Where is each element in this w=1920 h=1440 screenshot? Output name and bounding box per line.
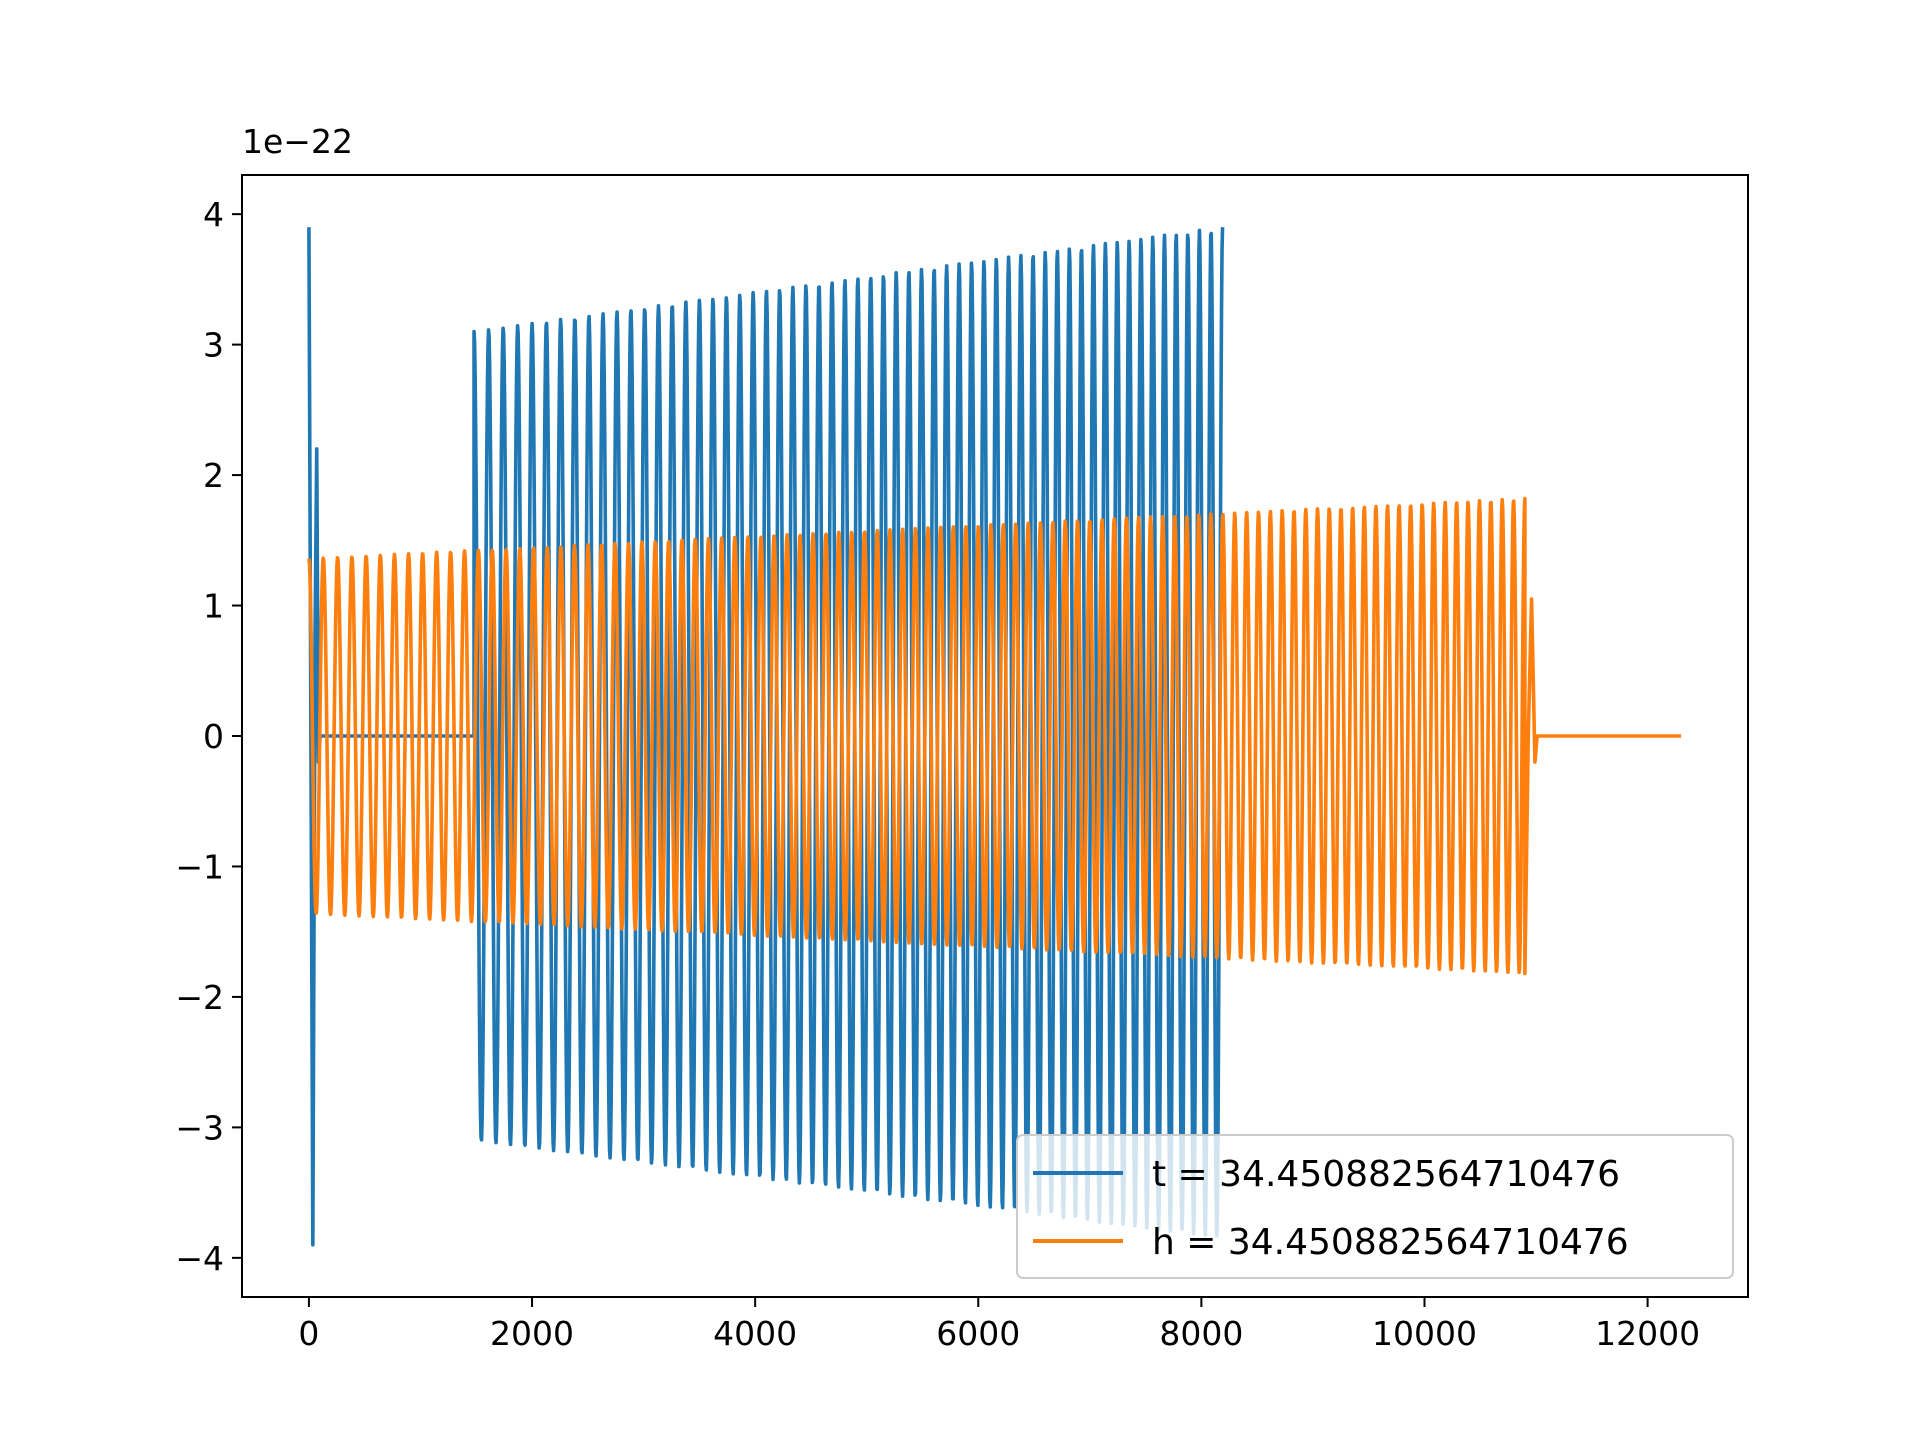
y-tick-label: −3 [175,1108,224,1147]
x-tick-label: 8000 [1159,1314,1243,1353]
series-line-h [307,496,1682,976]
x-tick-label: 12000 [1595,1314,1700,1353]
x-tick-label: 10000 [1372,1314,1477,1353]
y-tick-label: 4 [203,195,224,234]
y-tick-label: −1 [175,847,224,886]
legend-label: t = 34.450882564710476 [1152,1154,1620,1195]
y-tick-label: 2 [203,456,224,495]
x-axis: 0 2000 4000 6000 8000 10000 12000 [298,1297,1700,1353]
y-tick-label: 1 [203,587,224,626]
y-tick-label: 0 [203,717,224,756]
x-tick-label: 4000 [713,1314,797,1353]
legend-label: h = 34.450882564710476 [1152,1222,1629,1263]
y-tick-label: 3 [203,326,224,365]
legend-box [1016,1134,1734,1279]
y-axis-offset-label: 1e−22 [242,122,353,161]
y-tick-label: −2 [175,978,224,1017]
x-tick-label: 6000 [936,1314,1020,1353]
x-tick-label: 0 [298,1314,319,1353]
y-tick-label: −4 [175,1239,224,1278]
legend: t = 34.450882564710476 h = 34.45088256471… [1016,1134,1734,1279]
y-axis: −4 −3 −2 −1 0 1 2 3 4 [175,195,242,1278]
x-tick-label: 2000 [490,1314,574,1353]
